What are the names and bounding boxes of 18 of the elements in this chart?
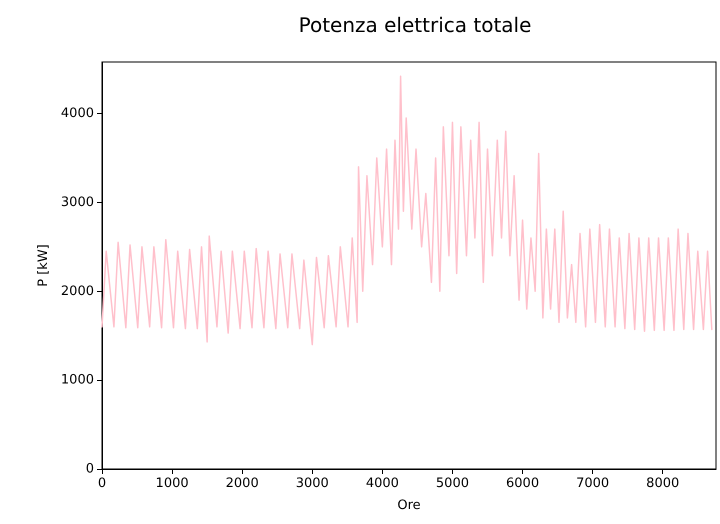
x-tick-label: 6000 bbox=[506, 476, 540, 491]
y-tick-label: 0 bbox=[86, 462, 94, 476]
x-tick-label: 8000 bbox=[646, 476, 680, 491]
x-tick-label: 7000 bbox=[576, 476, 610, 491]
y-axis-title: P [kW] bbox=[36, 244, 51, 287]
x-tick-label: 2000 bbox=[226, 476, 259, 491]
x-axis-title: Ore bbox=[397, 498, 421, 513]
y-tick-label: 3000 bbox=[60, 194, 94, 210]
y-tick-label: 1000 bbox=[60, 372, 94, 388]
x-tick-label: 3000 bbox=[296, 476, 329, 491]
x-tick-label: 1000 bbox=[156, 476, 189, 491]
line-series bbox=[101, 75, 713, 346]
chart-title: Potenza elettrica totale bbox=[298, 13, 532, 37]
y-tick-label: 2000 bbox=[60, 284, 94, 299]
y-tick-label: 4000 bbox=[60, 106, 94, 122]
x-tick-label: 0 bbox=[98, 476, 106, 491]
x-tick-label: 4000 bbox=[366, 476, 399, 491]
x-tick-label: 5000 bbox=[436, 476, 470, 491]
